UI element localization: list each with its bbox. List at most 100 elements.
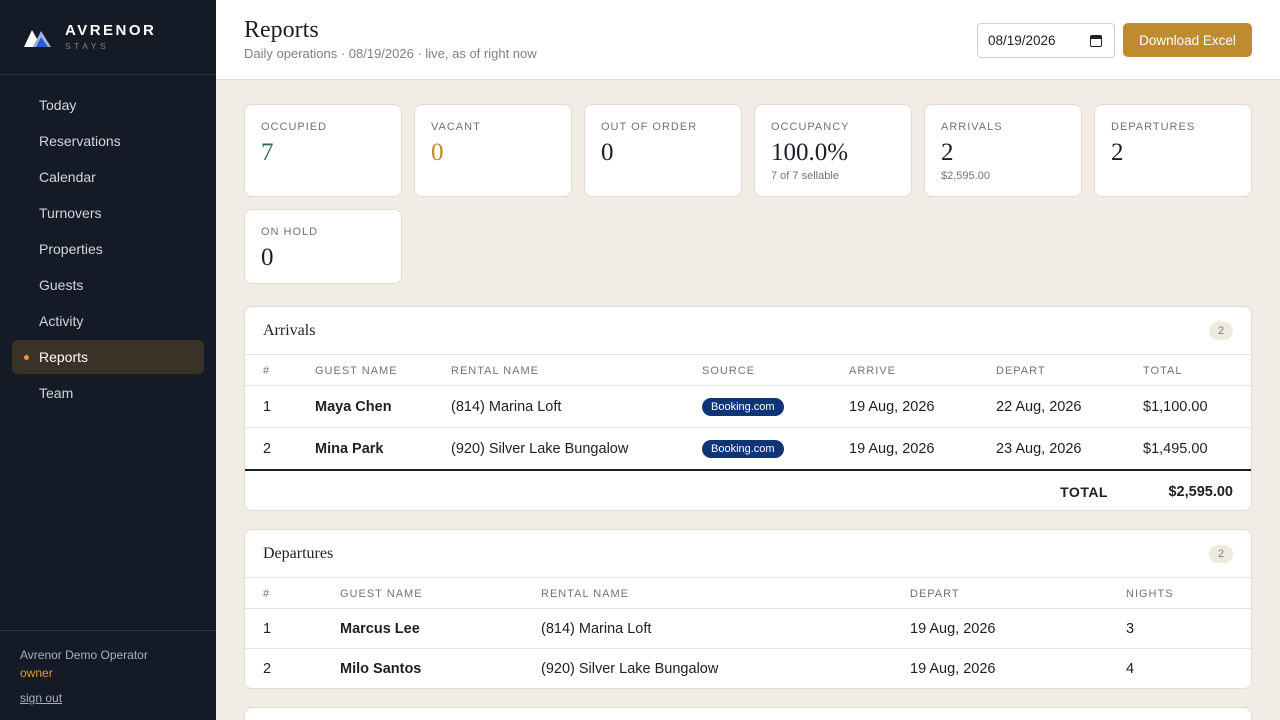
stat-card-departures: DEPARTURES 2 [1094,104,1252,197]
download-excel-button[interactable]: Download Excel [1123,23,1252,57]
nav-item-label: Reservations [39,133,121,149]
column-header[interactable]: SOURCE [702,365,756,377]
active-dot-icon [24,355,29,360]
date-picker-input[interactable]: 08/19/2026 [977,23,1115,58]
count-badge: 2 [1209,545,1233,563]
row-total: $1,495.00 [1143,441,1208,457]
stat-card-out-of-order: OUT OF ORDER 0 [584,104,742,197]
depart-date: 23 Aug, 2026 [996,441,1082,457]
stat-card-occupancy: OCCUPANCY 100.0% 7 of 7 sellable [754,104,912,197]
depart-date: 19 Aug, 2026 [910,661,996,677]
stat-value: 2 [1111,139,1124,166]
sidebar-footer: Avrenor Demo Operator owner sign out [0,630,216,720]
guest-name[interactable]: Milo Santos [340,661,422,677]
nights-count: 3 [1126,621,1135,637]
table-row[interactable]: 2 Milo Santos (920) Silver Lake Bungalow… [245,649,1251,688]
user-name: Avrenor Demo Operator [20,648,148,662]
rental-name: (814) Marina Loft [541,621,652,637]
departures-panel: Departures 2 # GUEST NAME RENTAL NAME DE… [244,529,1252,689]
nav-item-label: Guests [39,277,84,293]
arrivals-panel: Arrivals 2 # GUEST NAME RENTAL NAME SOUR… [244,306,1252,511]
departures-header: Departures 2 [245,530,1251,578]
stat-card-vacant: VACANT 0 [414,104,572,197]
next-panel [244,707,1252,720]
column-header[interactable]: TOTAL [1143,365,1183,377]
row-number: 2 [263,441,272,457]
row-number: 1 [263,621,272,637]
table-header: # GUEST NAME RENTAL NAME DEPART NIGHTS [245,578,1251,609]
stat-value: 0 [431,139,444,166]
table-header: # GUEST NAME RENTAL NAME SOURCE ARRIVE D… [245,355,1251,386]
stat-sub: 7 of 7 sellable [771,170,839,182]
page-title: Reports [244,17,319,43]
page-subtitle: Daily operations · 08/19/2026 · live, as… [244,46,537,61]
source-badge: Booking.com [702,440,784,458]
totals-row: TOTAL $2,595.00 [245,469,1251,509]
stat-label: VACANT [431,121,481,133]
brand-logo-icon [24,27,52,47]
nav-item-activity[interactable]: Activity [12,304,204,338]
stat-label: OCCUPANCY [771,121,850,133]
nav-item-properties[interactable]: Properties [12,232,204,266]
row-number: 2 [263,661,272,677]
guest-name[interactable]: Mina Park [315,441,384,457]
nav-item-guests[interactable]: Guests [12,268,204,302]
arrivals-header: Arrivals 2 [245,307,1251,355]
column-header[interactable]: DEPART [996,365,1046,377]
stat-value: 100.0% [771,139,849,166]
column-header[interactable]: DEPART [910,588,960,600]
sidebar: AVRENOR STAYS Today Reservations Calenda… [0,0,216,720]
stat-value: 2 [941,139,954,166]
total-label: TOTAL [1060,484,1108,500]
sign-out-link[interactable]: sign out [20,691,63,705]
total-value: $2,595.00 [1168,484,1233,500]
sidebar-nav: Today Reservations Calendar Turnovers Pr… [0,75,216,410]
date-value: 08/19/2026 [988,33,1056,48]
rental-name: (920) Silver Lake Bungalow [541,661,719,677]
table-row[interactable]: 2 Mina Park (920) Silver Lake Bungalow B… [245,428,1251,469]
guest-name[interactable]: Maya Chen [315,399,392,415]
column-header[interactable]: RENTAL NAME [451,365,540,377]
column-header[interactable]: RENTAL NAME [541,588,630,600]
column-header[interactable]: NIGHTS [1126,588,1174,600]
calendar-icon[interactable] [1090,35,1102,47]
count-badge: 2 [1209,322,1233,340]
arrive-date: 19 Aug, 2026 [849,399,935,415]
depart-date: 19 Aug, 2026 [910,621,996,637]
nav-item-reservations[interactable]: Reservations [12,124,204,158]
stat-value: 7 [261,139,274,166]
nav-item-today[interactable]: Today [12,88,204,122]
column-header[interactable]: GUEST NAME [315,365,398,377]
stat-label: ARRIVALS [941,121,1003,133]
user-role: owner [20,666,53,680]
nav-item-reports[interactable]: Reports [12,340,204,374]
stat-value: 0 [601,139,614,166]
depart-date: 22 Aug, 2026 [996,399,1082,415]
nav-item-label: Properties [39,241,103,257]
guest-name[interactable]: Marcus Lee [340,621,420,637]
brand[interactable]: AVRENOR STAYS [0,0,216,75]
nav-item-label: Reports [39,349,89,365]
column-header[interactable]: # [263,365,271,377]
column-header[interactable]: ARRIVE [849,365,896,377]
stat-card-occupied: OCCUPIED 7 [244,104,402,197]
table-row[interactable]: 1 Maya Chen (814) Marina Loft Booking.co… [245,386,1251,428]
column-header[interactable]: # [263,588,271,600]
nav-item-label: Turnovers [39,205,102,221]
table-row[interactable]: 1 Marcus Lee (814) Marina Loft 19 Aug, 2… [245,609,1251,649]
stat-label: ON HOLD [261,226,319,238]
rental-name: (920) Silver Lake Bungalow [451,441,629,457]
nights-count: 4 [1126,661,1135,677]
nav-item-team[interactable]: Team [12,376,204,410]
nav-item-label: Activity [39,313,84,329]
rental-name: (814) Marina Loft [451,399,562,415]
stat-label: DEPARTURES [1111,121,1196,133]
stat-label: OCCUPIED [261,121,328,133]
stat-card-arrivals: ARRIVALS 2 $2,595.00 [924,104,1082,197]
column-header[interactable]: GUEST NAME [340,588,423,600]
nav-item-turnovers[interactable]: Turnovers [12,196,204,230]
source-badge: Booking.com [702,398,784,416]
nav-item-calendar[interactable]: Calendar [12,160,204,194]
brand-name: AVRENOR [65,21,157,39]
nav-item-label: Today [39,97,77,113]
